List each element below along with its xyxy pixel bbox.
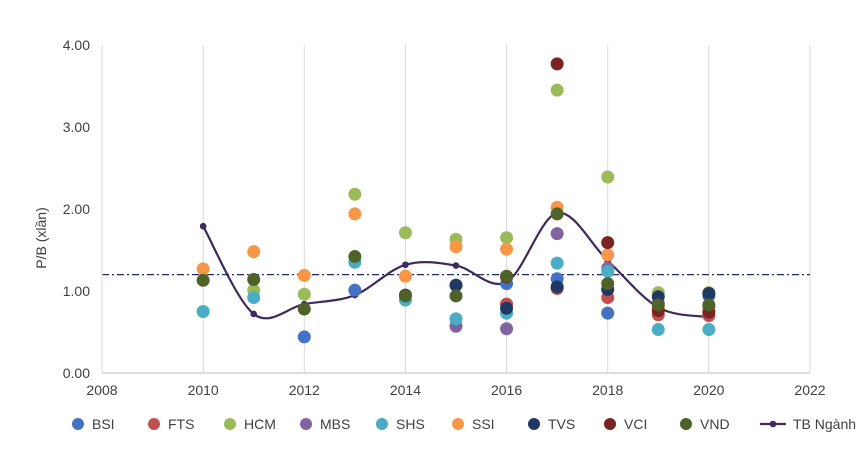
axis-layer: 2008 2010 2012 2014 2016 2018 2020 2022 0.00 1.00… (63, 37, 826, 398)
legend-swatch (224, 418, 236, 430)
legend-label: TB Ngành (793, 416, 856, 432)
point-bsi (601, 306, 615, 320)
legend-item-bsi: BSI (72, 416, 115, 432)
point-vnd (398, 289, 412, 303)
legend-label: BSI (92, 416, 115, 432)
legend-label: HCM (244, 416, 276, 432)
point-ssi (500, 242, 514, 256)
point-bsi (297, 330, 311, 344)
legend-item-shs: SHS (376, 416, 425, 432)
legend-swatch (604, 418, 616, 430)
point-ssi (297, 268, 311, 282)
point-shs (449, 312, 463, 326)
point-vci (550, 57, 564, 71)
line-marker-tb-ng-nh (199, 222, 207, 230)
legend-swatch (452, 418, 464, 430)
legend-item-vnd: VND (680, 416, 730, 432)
point-shs (651, 323, 665, 337)
legend-swatch (376, 418, 388, 430)
y-axis-title: P/B (xlần) (33, 207, 49, 268)
point-vnd (247, 273, 261, 287)
point-hcm (348, 187, 362, 201)
legend-label: FTS (168, 416, 194, 432)
point-mbs (500, 322, 514, 336)
point-ssi (449, 240, 463, 254)
point-ssi (348, 207, 362, 221)
legend-item-vci: VCI (604, 416, 647, 432)
line-marker-tb-ng-nh (452, 262, 460, 269)
point-hcm (500, 231, 514, 245)
legend-item-hcm: HCM (224, 416, 276, 432)
point-vnd (297, 302, 311, 316)
point-ssi (196, 262, 210, 276)
point-vnd (348, 250, 362, 264)
legend-swatch (300, 418, 312, 430)
legend-label: VCI (624, 416, 647, 432)
x-tick-label: 2020 (693, 382, 724, 398)
point-vnd (500, 269, 514, 283)
legend-label: SSI (472, 416, 495, 432)
point-tvs (550, 280, 564, 294)
y-tick-label: 0.00 (63, 365, 90, 381)
legend-swatch (680, 418, 692, 430)
legend-item-fts: FTS (148, 416, 194, 432)
legend-swatch-marker (769, 420, 777, 428)
point-vnd (449, 289, 463, 303)
legend-swatch (528, 418, 540, 430)
x-tick-label: 2022 (794, 382, 825, 398)
point-shs (601, 264, 615, 278)
x-tick-label: 2012 (289, 382, 320, 398)
legend-item-ssi: SSI (452, 416, 495, 432)
legend: BSI FTS HCM MBS SHS SSI TVS VCI VND TB Ngành (72, 416, 856, 432)
point-hcm (398, 226, 412, 240)
point-shs (550, 256, 564, 270)
x-tick-label: 2010 (188, 382, 219, 398)
point-hcm (601, 170, 615, 184)
point-vnd (651, 298, 665, 312)
legend-swatch (148, 418, 160, 430)
y-tick-label: 3.00 (63, 119, 90, 135)
point-vnd (702, 298, 716, 312)
point-bsi (348, 283, 362, 297)
legend-item-tb-ng-nh: TB Ngành (760, 416, 856, 432)
point-vci (601, 236, 615, 250)
point-ssi (601, 248, 615, 262)
line-marker-tb-ng-nh (250, 310, 258, 318)
average-line-layer (199, 209, 713, 321)
grid-layer (202, 45, 811, 373)
point-ssi (247, 245, 261, 259)
point-vnd (550, 207, 564, 221)
legend-item-mbs: MBS (300, 416, 350, 432)
x-tick-label: 2018 (592, 382, 623, 398)
legend-label: MBS (320, 416, 350, 432)
point-tvs (702, 286, 716, 300)
y-tick-label: 2.00 (63, 201, 90, 217)
point-mbs (550, 227, 564, 241)
point-shs (196, 305, 210, 318)
line-marker-tb-ng-nh (402, 261, 409, 269)
x-tick-label: 2008 (86, 382, 117, 398)
x-tick-label: 2014 (390, 382, 421, 398)
y-tick-label: 4.00 (63, 37, 90, 53)
point-vnd (196, 273, 210, 287)
point-ssi (398, 269, 412, 283)
point-shs (247, 291, 261, 305)
point-hcm (297, 287, 311, 301)
y-tick-label: 1.00 (63, 283, 90, 299)
point-tvs (449, 278, 463, 292)
point-hcm (550, 83, 564, 97)
legend-swatch (72, 418, 84, 430)
legend-item-tvs: TVS (528, 416, 575, 432)
legend-label: TVS (548, 416, 575, 432)
x-tick-label: 2016 (491, 382, 522, 398)
point-tvs (500, 301, 514, 315)
point-shs (702, 323, 716, 337)
legend-label: VND (700, 416, 730, 432)
scatter-points-layer (196, 57, 716, 344)
legend-label: SHS (396, 416, 425, 432)
point-vnd (601, 277, 615, 291)
